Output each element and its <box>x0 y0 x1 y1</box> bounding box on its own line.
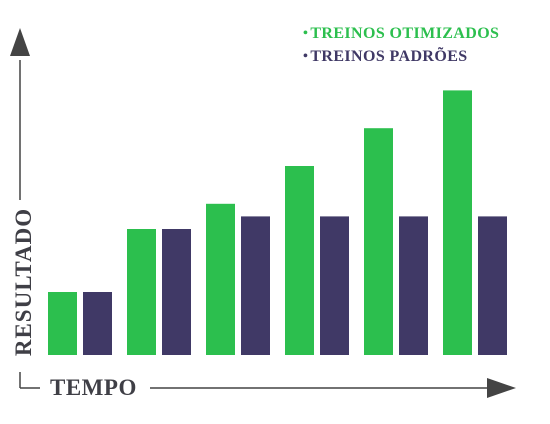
bars <box>48 90 507 355</box>
legend-label-standard: TREINOS PADRÕES <box>310 45 467 68</box>
legend-item-optimized: • TREINOS OTIMIZADOS <box>303 22 499 45</box>
bar-standard-5 <box>399 216 428 355</box>
legend-bullet-icon: • <box>303 45 308 68</box>
legend-bullet-icon: • <box>303 22 308 45</box>
bar-standard-4 <box>320 216 349 355</box>
y-axis-arrow-icon <box>10 28 30 56</box>
x-axis-arrow-icon <box>487 378 516 398</box>
legend-label-optimized: TREINOS OTIMIZADOS <box>310 22 499 45</box>
x-axis-label: TEMPO <box>50 375 137 401</box>
legend: • TREINOS OTIMIZADOS • TREINOS PADRÕES <box>303 22 499 68</box>
bar-optimized-2 <box>127 229 156 355</box>
y-axis-label: RESULTADO <box>11 208 37 356</box>
legend-item-standard: • TREINOS PADRÕES <box>303 45 499 68</box>
bar-standard-1 <box>83 292 112 355</box>
bar-optimized-6 <box>443 90 472 355</box>
bar-standard-6 <box>478 216 507 355</box>
bar-standard-2 <box>162 229 191 355</box>
bar-optimized-4 <box>285 166 314 355</box>
bar-standard-3 <box>241 216 270 355</box>
bar-optimized-1 <box>48 292 77 355</box>
bar-optimized-5 <box>364 128 393 355</box>
bar-optimized-3 <box>206 204 235 355</box>
